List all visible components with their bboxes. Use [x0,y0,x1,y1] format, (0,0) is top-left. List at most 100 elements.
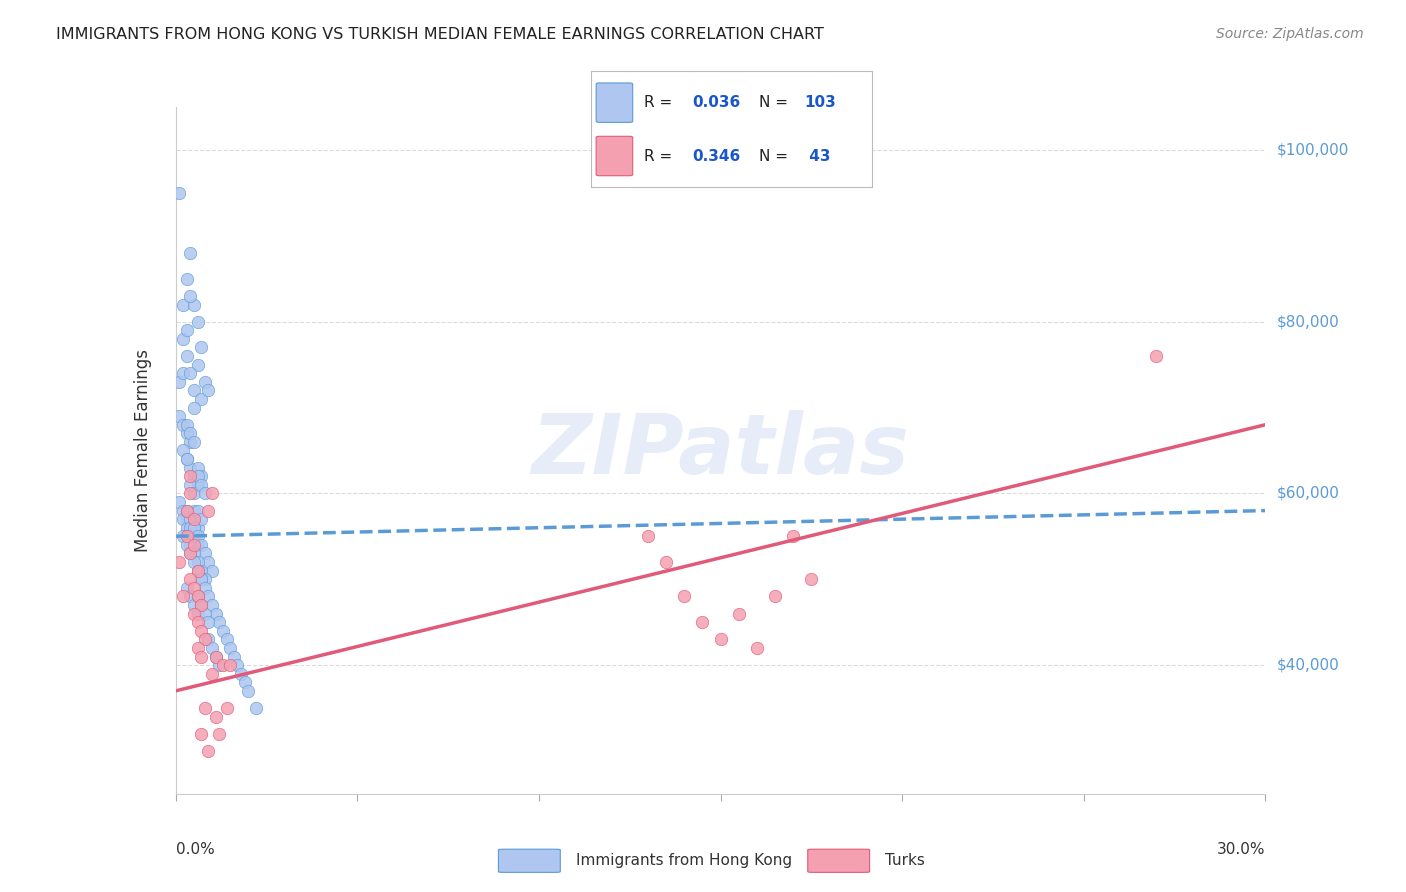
Point [692,615,714,630]
Point [190,538,212,552]
Point [179,289,201,303]
Point [169,186,191,200]
Point [172,503,194,517]
Point [194,486,217,500]
Point [176,452,198,467]
Point [186,590,209,604]
Point [186,315,209,329]
Point [222,649,245,664]
Point [176,521,198,535]
Point [212,624,235,638]
Text: R =: R = [644,148,678,163]
Text: Source: ZipAtlas.com: Source: ZipAtlas.com [1216,27,1364,41]
Point [197,632,219,647]
Point [186,529,209,543]
Point [183,546,205,561]
Point [186,615,209,630]
Point [201,666,224,681]
Point [183,521,205,535]
Point [183,607,205,621]
Point [186,460,209,475]
FancyBboxPatch shape [596,136,633,176]
Point [190,598,212,612]
FancyBboxPatch shape [596,83,633,122]
Point [197,555,219,569]
Text: $40,000: $40,000 [1277,657,1340,673]
Point [179,538,201,552]
Point [179,486,201,500]
Point [183,529,205,543]
Point [183,297,205,311]
Point [215,632,238,647]
Point [172,443,194,458]
Point [655,555,678,569]
Point [172,590,194,604]
Text: 0.0%: 0.0% [176,842,215,857]
Point [197,503,219,517]
Text: 43: 43 [804,148,831,163]
Point [710,632,733,647]
Point [176,529,198,543]
Point [179,426,201,441]
Point [179,469,201,483]
Point [183,486,205,500]
Point [219,658,242,673]
Point [179,512,201,526]
Point [190,478,212,492]
Point [179,246,201,260]
Y-axis label: Median Female Earnings: Median Female Earnings [134,349,152,552]
Point [245,701,267,715]
Point [183,512,205,526]
Point [727,607,749,621]
Text: R =: R = [644,95,678,111]
Text: Immigrants from Hong Kong: Immigrants from Hong Kong [576,854,792,868]
Point [179,521,201,535]
Point [183,555,205,569]
Point [179,572,201,586]
Point [186,564,209,578]
Point [176,426,198,441]
Point [172,332,194,346]
Point [208,658,231,673]
Point [190,564,212,578]
Point [172,529,194,543]
Point [176,452,198,467]
Point [179,478,201,492]
Point [201,598,224,612]
Point [208,727,231,741]
Point [190,598,212,612]
Point [169,409,191,423]
Point [1146,349,1168,363]
Text: 0.346: 0.346 [692,148,740,163]
Point [186,564,209,578]
Point [186,503,209,517]
Point [219,640,242,655]
Text: $100,000: $100,000 [1277,143,1348,158]
Point [190,469,212,483]
Point [186,358,209,372]
Point [172,512,194,526]
Point [169,495,191,509]
Point [186,590,209,604]
Text: ZIPatlas: ZIPatlas [531,410,910,491]
Point [197,590,219,604]
Text: 0.036: 0.036 [692,95,740,111]
Text: 103: 103 [804,95,837,111]
Point [172,297,194,311]
Point [204,649,226,664]
Point [190,572,212,586]
Point [238,683,260,698]
Point [201,564,224,578]
Point [176,417,198,432]
Point [179,546,201,561]
Point [215,701,238,715]
Point [194,572,217,586]
Point [183,521,205,535]
Point [176,349,198,363]
Point [172,366,194,380]
Point [176,271,198,285]
Point [183,581,205,595]
FancyBboxPatch shape [807,849,869,872]
Point [183,598,205,612]
Point [190,649,212,664]
